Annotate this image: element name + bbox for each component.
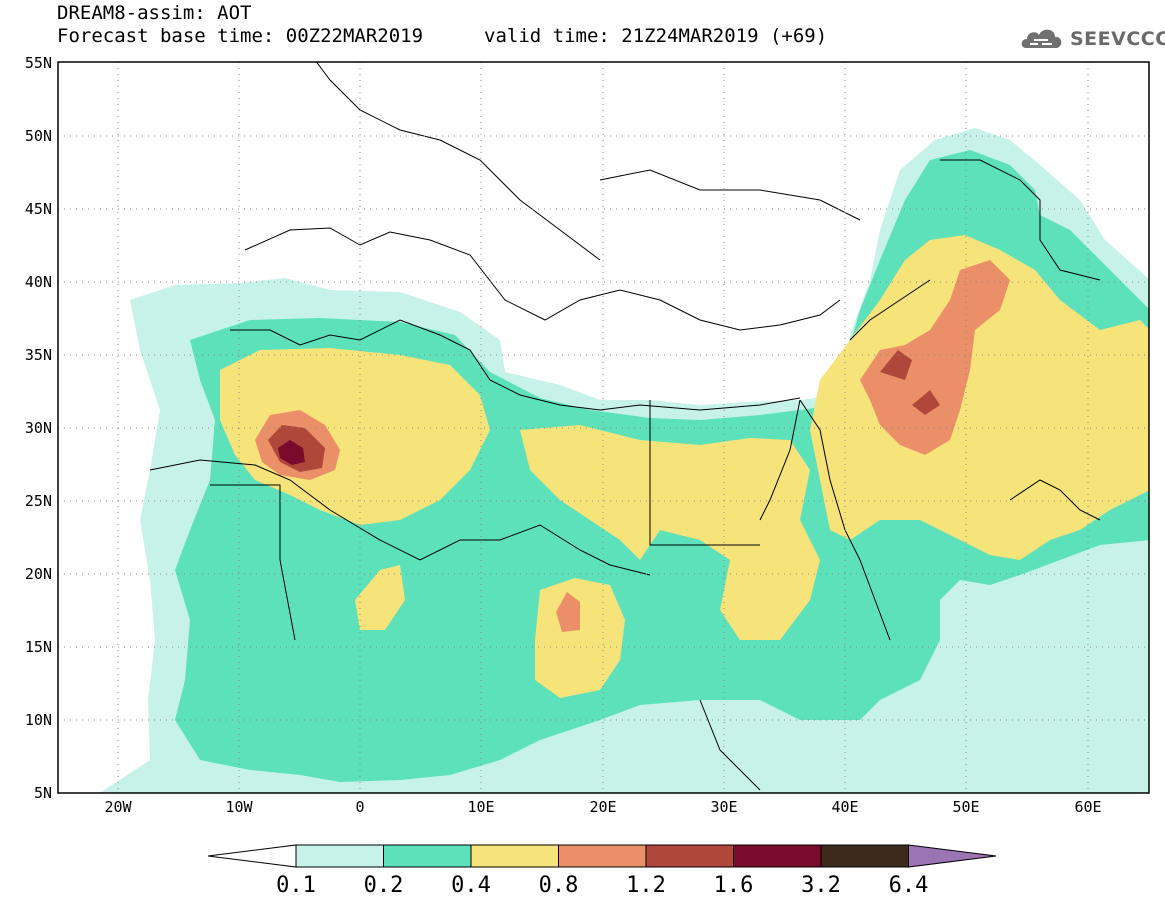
lat-label: 50N [25, 127, 52, 145]
valid-time: valid time: 21Z24MAR2019 (+69) [484, 25, 828, 47]
map-frame [57, 61, 1150, 794]
lat-label: 35N [25, 346, 52, 364]
lat-label: 25N [25, 492, 52, 510]
lon-label: 20W [104, 798, 132, 816]
colorbar-label: 0.8 [539, 873, 579, 898]
colorbar-label: 0.2 [364, 873, 404, 898]
lat-label: 45N [25, 200, 52, 218]
lon-label: 0 [355, 798, 364, 816]
lat-label: 20N [25, 565, 52, 583]
lon-label: 30E [710, 798, 737, 816]
colorbar-segment [558, 844, 647, 868]
colorbar-segment-high [908, 844, 997, 868]
colorbar-label: 1.6 [714, 873, 754, 898]
colorbar-label: 3.2 [801, 873, 841, 898]
lat-label: 10N [25, 711, 52, 729]
colorbar-segment [733, 844, 822, 868]
cloud-icon [1021, 29, 1062, 48]
colorbar-label: 0.1 [276, 873, 316, 898]
colorbar-segment [645, 844, 734, 868]
colorbar-label: 1.2 [626, 873, 666, 898]
longitude-labels: 20W 10W 0 10E 20E 30E 40E 50E 60E [104, 798, 1101, 816]
aot-shade-0.4-west [220, 348, 490, 525]
lat-label: 15N [25, 638, 52, 656]
lon-label: 40E [831, 798, 858, 816]
map-title: DREAM8-assim: AOT [57, 2, 252, 24]
logo-text: SEEVCCC [1070, 28, 1165, 50]
colorbar-segment [295, 844, 384, 868]
colorbar-segment [383, 844, 472, 868]
lat-label: 40N [25, 273, 52, 291]
colorbar-label: 6.4 [889, 873, 929, 898]
colorbar-segment-low [207, 844, 297, 868]
lon-label: 20E [589, 798, 616, 816]
colorbar: 0.1 0.2 0.4 0.8 1.2 1.6 3.2 6.4 [207, 844, 997, 898]
lon-label: 60E [1074, 798, 1101, 816]
colorbar-segment [820, 844, 909, 868]
aot-shade-1.6-morocco [278, 440, 305, 465]
lat-label: 5N [34, 784, 52, 802]
aot-shade-1.2-iraq [880, 350, 940, 415]
lat-label: 30N [25, 419, 52, 437]
aot-shade-0.4-east [810, 235, 1149, 560]
colorbar-label: 0.4 [451, 873, 491, 898]
coastlines-and-borders [149, 62, 1101, 791]
colorbar-segment [470, 844, 559, 868]
lon-label: 10W [225, 798, 253, 816]
seevccc-logo: SEEVCCC [1018, 22, 1165, 56]
aot-shade-0.4-central [520, 425, 820, 640]
lat-label: 55N [25, 54, 52, 72]
aot-shade-0.8-chad [556, 592, 580, 632]
lon-label: 10E [467, 798, 494, 816]
aot-field [100, 128, 1149, 793]
forecast-base-time: Forecast base time: 00Z22MAR2019 [57, 25, 424, 47]
aot-shade-0.8-iraq [860, 260, 1010, 455]
latitude-labels: 5N 10N 15N 20N 25N 30N 35N 40N 45N 50N 5… [25, 54, 52, 802]
aot-shade-0.4-mali [355, 565, 405, 630]
lon-label: 50E [952, 798, 979, 816]
